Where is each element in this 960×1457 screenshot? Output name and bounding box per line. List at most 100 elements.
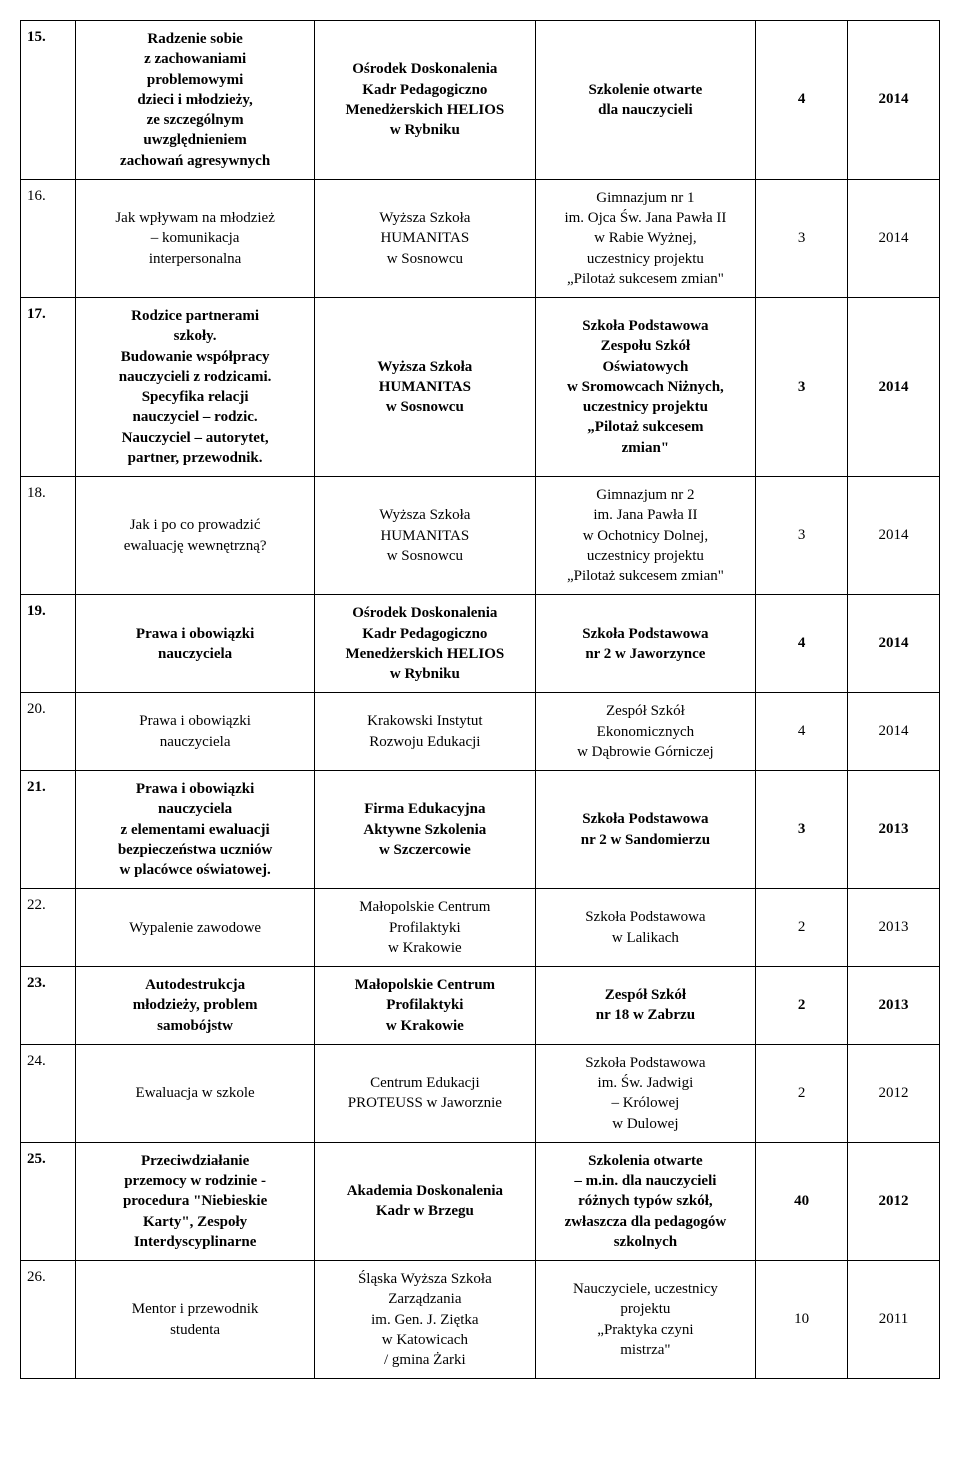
text-line: Budowanie współpracy (121, 349, 270, 365)
row-year: 2013 (848, 889, 940, 967)
text-line: Śląska Wyższa Szkoła (358, 1271, 492, 1287)
row-number: 24. (21, 1044, 76, 1142)
text-line: Centrum Edukacji (370, 1075, 480, 1091)
row-year: 2014 (848, 693, 940, 771)
row-target: Szkoła Podstawowaim. Św. Jadwigi– Królow… (535, 1044, 756, 1142)
text-line: Oświatowych (602, 359, 688, 375)
text-line: Mentor i przewodnik (132, 1301, 259, 1317)
text-line: Ewaluacja w szkole (136, 1085, 255, 1101)
text-line: Ośrodek Doskonalenia (352, 605, 497, 621)
row-year: 2013 (848, 967, 940, 1045)
text-line: Specyfika relacji (142, 389, 249, 405)
text-line: uczestnicy projektu (587, 251, 704, 267)
row-count: 2 (756, 889, 848, 967)
text-line: nauczycieli z rodzicami. (119, 369, 272, 385)
row-year: 2014 (848, 179, 940, 297)
text-line: w Krakowie (386, 1018, 464, 1034)
table-row: 15.Radzenie sobiez zachowaniamiproblemow… (21, 21, 940, 180)
row-topic: Prawa i obowiązkinauczyciela (76, 595, 315, 693)
text-line: Szkolenie otwarte (589, 82, 703, 98)
row-organization: Ośrodek DoskonaleniaKadr PedagogicznoMen… (315, 21, 536, 180)
table-row: 19.Prawa i obowiązkinauczycielaOśrodek D… (21, 595, 940, 693)
row-year: 2014 (848, 298, 940, 477)
text-line: problemowymi (147, 72, 243, 88)
row-organization: Wyższa SzkołaHUMANITASw Sosnowcu (315, 477, 536, 595)
row-organization: Firma EdukacyjnaAktywne Szkoleniaw Szcze… (315, 771, 536, 889)
text-line: Kadr Pedagogiczno (362, 626, 487, 642)
row-number: 23. (21, 967, 76, 1045)
text-line: partner, przewodnik. (128, 450, 263, 466)
row-number: 20. (21, 693, 76, 771)
table-row: 17.Rodzice partneramiszkoły.Budowanie ws… (21, 298, 940, 477)
text-line: PROTEUSS w Jaworznie (348, 1095, 502, 1111)
text-line: „Pilotaż sukcesem zmian" (567, 568, 724, 584)
text-line: Jak wpływam na młodzież (115, 210, 275, 226)
row-target: Szkolenie otwartedla nauczycieli (535, 21, 756, 180)
text-line: zachowań agresywnych (120, 153, 270, 169)
text-line: „Pilotaż sukcesem zmian" (567, 271, 724, 287)
text-line: w Sosnowcu (386, 399, 464, 415)
table-row: 16.Jak wpływam na młodzież– komunikacjai… (21, 179, 940, 297)
row-number: 22. (21, 889, 76, 967)
row-number: 26. (21, 1261, 76, 1379)
text-line: Zespół Szkół (605, 987, 686, 1003)
row-organization: Wyższa SzkołaHUMANITASw Sosnowcu (315, 179, 536, 297)
row-organization: Śląska Wyższa SzkołaZarządzaniaim. Gen. … (315, 1261, 536, 1379)
text-line: w Sosnowcu (387, 548, 463, 564)
text-line: w Sromowcach Niżnych, (567, 379, 724, 395)
text-line: Radzenie sobie (147, 31, 242, 47)
text-line: w Rabie Wyżnej, (594, 230, 697, 246)
text-line: w Sosnowcu (387, 251, 463, 267)
text-line: – Królowej (611, 1095, 679, 1111)
text-line: młodzieży, problem (133, 997, 258, 1013)
text-line: w Dąbrowie Górniczej (577, 744, 714, 760)
text-line: Wyższa Szkoła (377, 359, 472, 375)
row-topic: Przeciwdziałanieprzemocy w rodzinie -pro… (76, 1142, 315, 1260)
row-count: 4 (756, 21, 848, 180)
table-row: 26.Mentor i przewodnikstudentaŚląska Wyż… (21, 1261, 940, 1379)
text-line: dzieci i młodzieży, (137, 92, 252, 108)
text-line: w Rybniku (390, 666, 460, 682)
text-line: z elementami ewaluacji (121, 822, 270, 838)
row-topic: Mentor i przewodnikstudenta (76, 1261, 315, 1379)
text-line: Szkoła Podstawowa (582, 626, 708, 642)
text-line: nauczyciel – rodzic. (133, 409, 258, 425)
row-number: 16. (21, 179, 76, 297)
row-organization: Wyższa SzkołaHUMANITASw Sosnowcu (315, 298, 536, 477)
row-topic: Jak wpływam na młodzież– komunikacjainte… (76, 179, 315, 297)
row-topic: Ewaluacja w szkole (76, 1044, 315, 1142)
row-topic: Wypalenie zawodowe (76, 889, 315, 967)
text-line: w Dulowej (612, 1116, 678, 1132)
text-line: w Ochotnicy Dolnej, (583, 528, 708, 544)
text-line: Nauczyciele, uczestnicy (573, 1281, 718, 1297)
row-organization: Akademia DoskonaleniaKadr w Brzegu (315, 1142, 536, 1260)
text-line: Autodestrukcja (145, 977, 245, 993)
row-target: Gimnazjum nr 2im. Jana Pawła IIw Ochotni… (535, 477, 756, 595)
row-target: Gimnazjum nr 1im. Ojca Św. Jana Pawła II… (535, 179, 756, 297)
table-row: 18.Jak i po co prowadzićewaluację wewnęt… (21, 477, 940, 595)
text-line: Szkoła Podstawowa (582, 811, 708, 827)
row-organization: Małopolskie CentrumProfilaktykiw Krakowi… (315, 967, 536, 1045)
text-line: Małopolskie Centrum (359, 899, 490, 915)
text-line: Ekonomicznych (597, 724, 694, 740)
text-line: „Pilotaż sukcesem (587, 419, 703, 435)
text-line: Firma Edukacyjna (364, 801, 485, 817)
text-line: ewaluację wewnętrzną? (124, 538, 267, 554)
text-line: im. Jana Pawła II (593, 507, 697, 523)
row-topic: Radzenie sobiez zachowaniamiproblemowymi… (76, 21, 315, 180)
text-line: Szkolenia otwarte (588, 1153, 703, 1169)
row-topic: Autodestrukcjamłodzieży, problemsamobójs… (76, 967, 315, 1045)
text-line: szkolnych (614, 1234, 677, 1250)
row-organization: Małopolskie CentrumProfilaktykiw Krakowi… (315, 889, 536, 967)
row-year: 2014 (848, 595, 940, 693)
text-line: / gmina Żarki (384, 1352, 466, 1368)
text-line: różnych typów szkół, (578, 1193, 713, 1209)
text-line: Zespołu Szkół (601, 338, 691, 354)
text-line: Prawa i obowiązki (136, 781, 254, 797)
text-line: mistrza" (620, 1342, 670, 1358)
table-row: 24. Ewaluacja w szkole Centrum Edukacji PRO… (21, 1044, 940, 1142)
text-line: Menedżerskich HELIOS (345, 102, 504, 118)
row-number: 18. (21, 477, 76, 595)
row-topic: Jak i po co prowadzićewaluację wewnętrzn… (76, 477, 315, 595)
text-line: w Lalikach (612, 930, 679, 946)
